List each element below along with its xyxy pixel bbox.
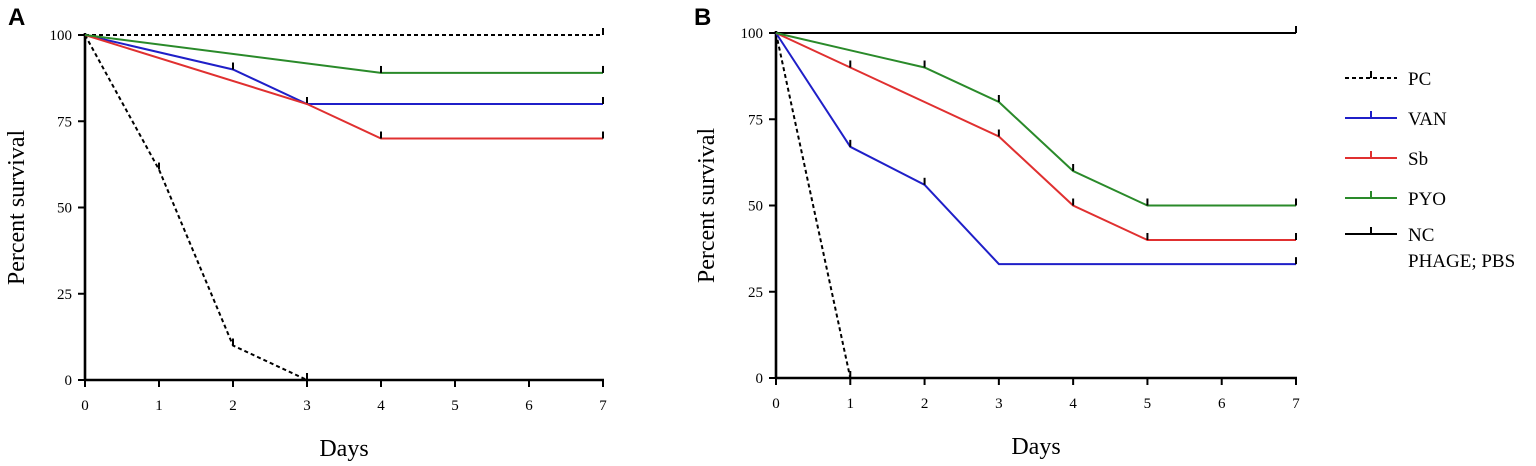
panel-b-y-tick-label-75: 75: [748, 112, 763, 128]
panel-b-series-pyo-line: [775, 32, 1296, 207]
panel-b-x-tick-label-2: 2: [921, 396, 929, 412]
panel-a-x-tick-label-7: 7: [599, 398, 607, 414]
legend-label-pc: PC: [1408, 69, 1431, 90]
panel-b-x-tick-label-1: 1: [847, 396, 855, 412]
panel-a-x-tick-label-3: 3: [303, 398, 311, 414]
panel-b-series-van-line: [775, 32, 1296, 266]
panel-b-y-axis-title: Percent survival: [694, 128, 720, 284]
legend-label-nc: NC: [1408, 225, 1434, 246]
panel-a-x-tick-label-6: 6: [525, 398, 533, 414]
panel-a-y-tick-label-75: 75: [57, 114, 72, 130]
panel-b-x-tick-label-3: 3: [995, 396, 1003, 412]
panel-b-x-tick-label-6: 6: [1218, 396, 1226, 412]
legend-label-van: VAN: [1408, 109, 1447, 130]
panel-a: A 0 1 2 3 4 5 6 7 0 25 50 75 100 Days Percent survival: [4, 4, 607, 462]
panel-a-series-pc-line: [84, 34, 308, 381]
panel-a-series-sb-line: [84, 34, 603, 140]
panel-a-letter: A: [8, 4, 25, 31]
panel-b-x-tick-label-0: 0: [772, 396, 780, 412]
panel-b-x-tick-label-4: 4: [1069, 396, 1077, 412]
panel-a-x-tick-label-2: 2: [229, 398, 237, 414]
panel-b: B 0 1 2 3 4 5 6 7 0 25 50 75 100 Days Percent survival: [694, 4, 1300, 460]
panel-a-y-tick-label-25: 25: [57, 287, 72, 303]
panel-a-x-tick-label-4: 4: [377, 398, 385, 414]
panel-b-x-tick-label-5: 5: [1144, 396, 1152, 412]
legend-label-nc-line2: PHAGE; PBS: [1408, 251, 1515, 272]
legend-label-sb: Sb: [1408, 149, 1428, 170]
panel-a-y-tick-label-50: 50: [57, 201, 72, 217]
panel-b-y-tick-label-0: 0: [756, 371, 764, 387]
panel-b-x-tick-label-7: 7: [1292, 396, 1300, 412]
panel-a-y-tick-label-100: 100: [50, 28, 73, 44]
panel-a-x-axis-title: Days: [319, 436, 368, 462]
panel-a-x-tick-label-5: 5: [451, 398, 459, 414]
panel-b-letter: B: [694, 4, 711, 31]
panel-a-x-tick-label-1: 1: [155, 398, 163, 414]
panel-a-y-axis-title: Percent survival: [4, 130, 30, 286]
panel-b-y-tick-label-25: 25: [748, 285, 763, 301]
panel-a-y-tick-label-0: 0: [65, 373, 73, 389]
legend: PC VAN Sb PYO NC PHAGE; PBS: [1345, 69, 1515, 272]
panel-a-x-tick-label-0: 0: [81, 398, 89, 414]
panel-b-x-axis-title: Days: [1011, 434, 1060, 460]
panel-b-y-tick-label-50: 50: [748, 199, 763, 215]
panel-b-series-pc-line: [775, 32, 852, 379]
panel-b-y-tick-label-100: 100: [741, 26, 764, 42]
legend-label-pyo: PYO: [1408, 189, 1446, 210]
